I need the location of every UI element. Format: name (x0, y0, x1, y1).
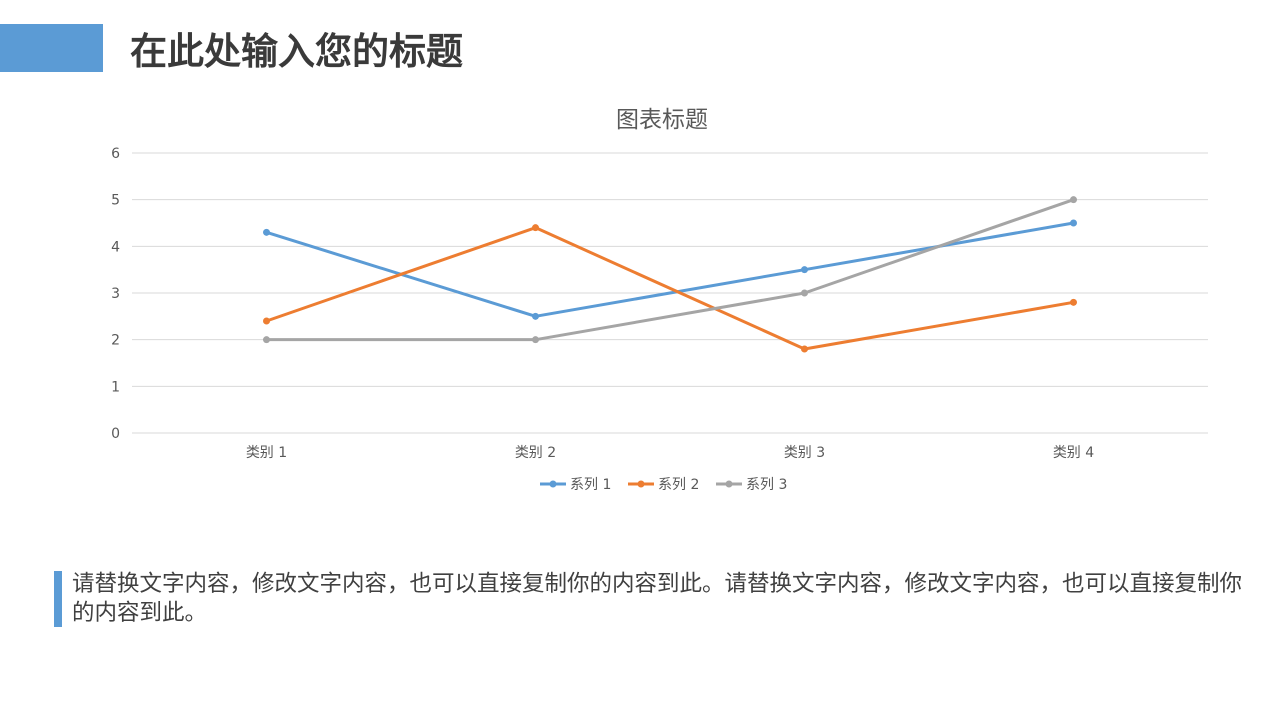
legend-label-series-2: 系列 2 (658, 477, 699, 493)
series-2-line (266, 226, 1074, 351)
slide-title: 在此处输入您的标题 (130, 30, 463, 73)
series-2-point-2 (532, 224, 539, 232)
legend-label-series-1: 系列 1 (570, 477, 611, 493)
series-1-line (266, 221, 1074, 318)
series-3-line (266, 198, 1074, 342)
x-tick-label-4: 类别 4 (1053, 445, 1094, 461)
series-2-point-3 (801, 345, 808, 353)
x-tick-label-3: 类别 3 (784, 445, 825, 461)
series-3-point-1 (263, 336, 270, 344)
y-tick-label-1: 1 (111, 379, 120, 395)
chart-title: 图表标题 (616, 107, 708, 133)
x-tick-label-1: 类别 1 (246, 445, 287, 461)
series-1-point-3 (801, 266, 808, 274)
y-tick-label-6: 6 (111, 146, 120, 162)
series-1-point-4 (1070, 219, 1077, 227)
legend-marker-series-1 (549, 480, 557, 488)
legend-marker-series-3 (725, 480, 733, 488)
series-3-point-3 (801, 289, 808, 297)
series-1-point-1 (263, 228, 270, 236)
y-tick-label-3: 3 (111, 286, 120, 302)
series-1-point-2 (532, 312, 539, 320)
line-chart: 图表标题 0 1 2 3 4 5 6 类别 1 类别 2 类别 3 类别 4 系列 1 系列 2 系列 3 (111, 107, 1208, 493)
series-2-point-1 (263, 317, 270, 325)
y-tick-label-4: 4 (111, 239, 120, 255)
y-tick-label-0: 0 (111, 426, 120, 442)
y-tick-label-2: 2 (111, 333, 120, 349)
body-text: 请替换文字内容，修改文字内容，也可以直接复制你的内容到此。请替换文字内容，修改文… (72, 571, 1243, 626)
legend-marker-series-2 (637, 480, 645, 488)
x-tick-label-2: 类别 2 (515, 445, 556, 461)
title-accent-block (0, 24, 103, 72)
y-tick-label-5: 5 (111, 193, 120, 209)
body-accent-bar (54, 571, 62, 627)
legend-label-series-3: 系列 3 (746, 477, 787, 493)
series-2-point-4 (1070, 298, 1077, 306)
series-3-point-4 (1070, 196, 1077, 204)
series-3-point-2 (532, 336, 539, 344)
